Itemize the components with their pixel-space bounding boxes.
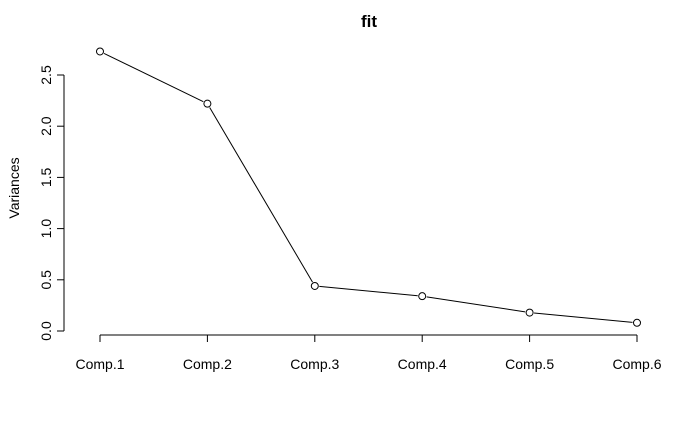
data-point <box>96 47 104 56</box>
y-tick-label: 1.5 <box>38 167 54 187</box>
x-tick-label: Comp.6 <box>612 356 661 372</box>
data-point <box>525 308 534 317</box>
x-tick-label: Comp.3 <box>290 356 339 372</box>
chart-title: fit <box>361 12 377 31</box>
x-tick-label: Comp.5 <box>505 356 554 372</box>
data-point <box>633 318 641 327</box>
series-line-segment <box>103 52 204 103</box>
series-line-segment <box>534 312 633 323</box>
x-axis: Comp.1 Comp.2 Comp.3 Comp.4 Comp.5 Comp.6 <box>75 334 662 372</box>
y-tick-label: 0.0 <box>38 321 54 341</box>
y-tick-label: 2.0 <box>38 116 54 136</box>
x-tick-label: Comp.2 <box>183 356 232 372</box>
data-point <box>203 99 212 108</box>
data-point <box>418 292 427 301</box>
y-axis-label: Variances <box>6 157 22 218</box>
x-tick-label: Comp.1 <box>75 356 124 372</box>
series-line-segment <box>319 285 418 297</box>
y-tick-label: 1.0 <box>38 219 54 239</box>
variance-series <box>96 47 641 327</box>
x-tick-label: Comp.4 <box>398 356 447 372</box>
y-tick-label: 2.5 <box>38 65 54 85</box>
data-point <box>310 281 319 290</box>
series-line-segment <box>426 296 526 313</box>
y-axis: 0.0 0.5 1.0 1.5 2.0 2.5 <box>38 65 65 341</box>
series-line-segment <box>209 107 313 283</box>
y-tick-label: 0.5 <box>38 270 54 290</box>
